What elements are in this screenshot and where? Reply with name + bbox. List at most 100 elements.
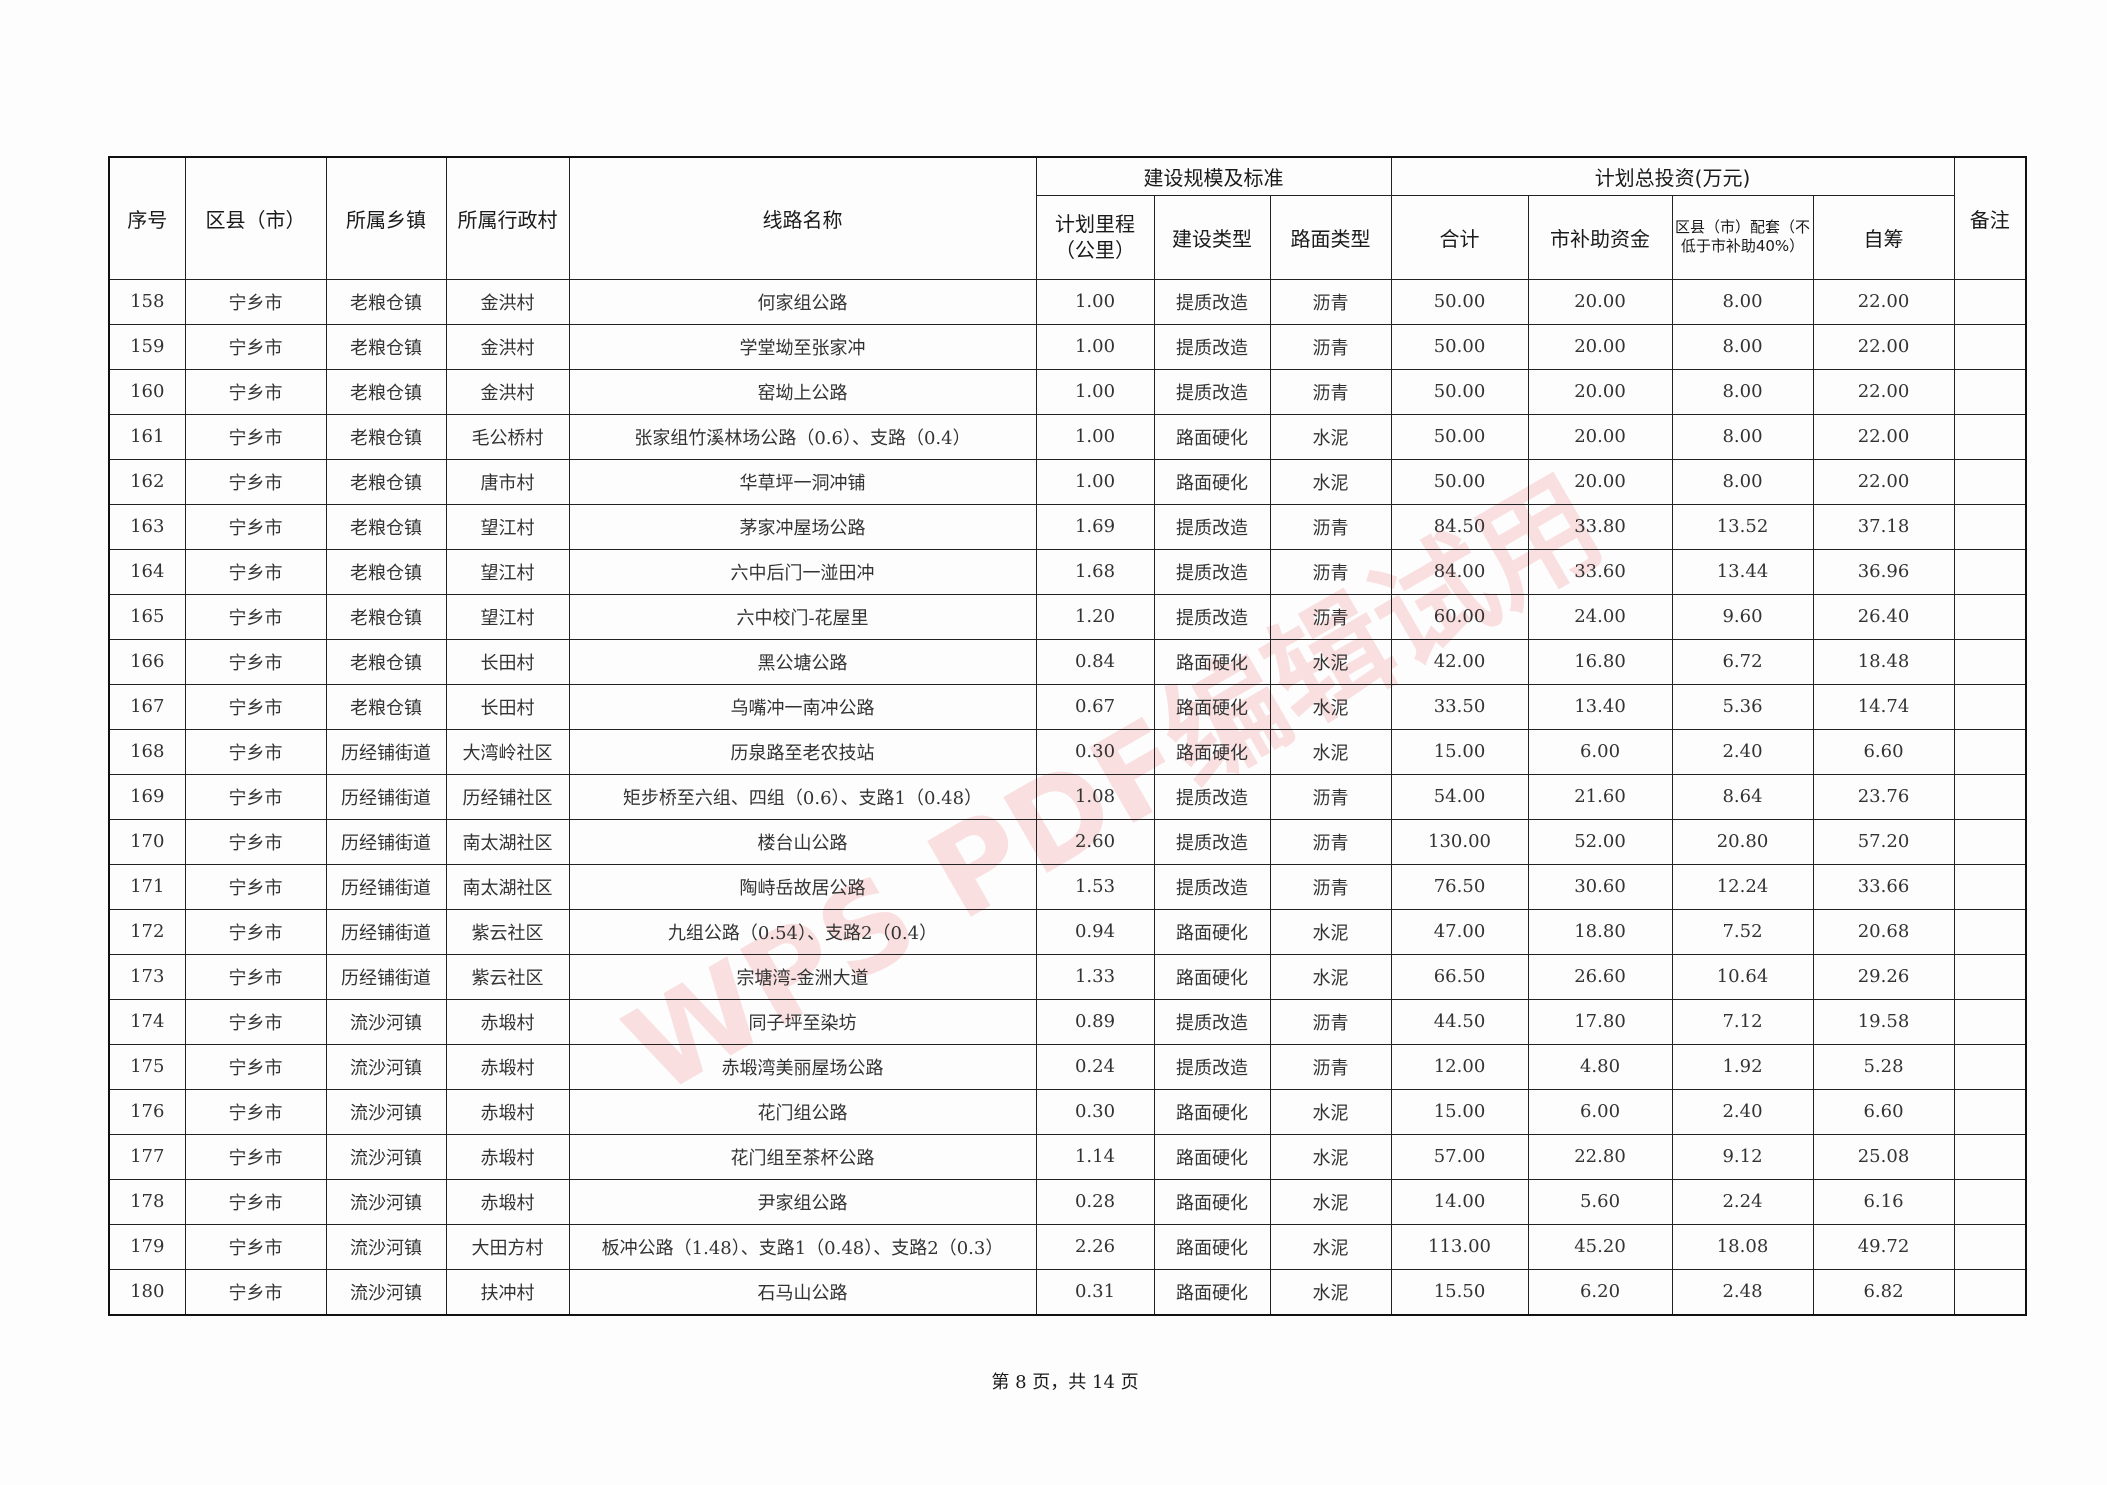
cell-seq: 178: [108, 1178, 186, 1225]
cell-county: 宁乡市: [184, 818, 327, 865]
cell-mileage: 1.69: [1035, 503, 1155, 550]
cell-city-subsidy: 5.60: [1527, 1178, 1673, 1225]
cell-city-subsidy: 6.00: [1527, 728, 1673, 775]
cell-town: 老粮仓镇: [325, 548, 447, 595]
cell-route: 乌嘴冲一南冲公路: [568, 683, 1037, 730]
cell-build-type: 路面硬化: [1153, 683, 1271, 730]
cell-village: 金洪村: [445, 368, 570, 415]
cell-town: 流沙河镇: [325, 1268, 447, 1315]
cell-route: 宗塘湾-金洲大道: [568, 953, 1037, 1000]
cell-mileage: 0.67: [1035, 683, 1155, 730]
header-county: 区县（市）: [184, 156, 327, 280]
cell-county: 宁乡市: [184, 728, 327, 775]
cell-seq: 160: [108, 368, 186, 415]
cell-route: 六中后门一湴田冲: [568, 548, 1037, 595]
cell-surface-type: 水泥: [1269, 413, 1392, 460]
cell-remark: [1953, 1268, 2027, 1315]
cell-build-type: 提质改造: [1153, 818, 1271, 865]
cell-surface-type: 水泥: [1269, 458, 1392, 505]
cell-surface-type: 沥青: [1269, 998, 1392, 1045]
cell-self-raised: 22.00: [1812, 458, 1955, 505]
cell-self-raised: 36.96: [1812, 548, 1955, 595]
cell-total: 44.50: [1390, 998, 1529, 1045]
cell-county-match: 12.24: [1671, 863, 1814, 910]
cell-county-match: 8.64: [1671, 773, 1814, 820]
header-route: 线路名称: [568, 156, 1037, 280]
cell-mileage: 0.94: [1035, 908, 1155, 955]
cell-mileage: 2.26: [1035, 1223, 1155, 1270]
table-row: 167 宁乡市 老粮仓镇 长田村 乌嘴冲一南冲公路 0.67 路面硬化 水泥 33.50 13.4…: [108, 683, 2027, 730]
cell-route: 茅家冲屋场公路: [568, 503, 1037, 550]
cell-city-subsidy: 30.60: [1527, 863, 1673, 910]
cell-surface-type: 沥青: [1269, 548, 1392, 595]
cell-total: 50.00: [1390, 278, 1529, 325]
cell-seq: 177: [108, 1133, 186, 1180]
cell-total: 57.00: [1390, 1133, 1529, 1180]
cell-route: 窑坳上公路: [568, 368, 1037, 415]
cell-total: 76.50: [1390, 863, 1529, 910]
cell-surface-type: 沥青: [1269, 593, 1392, 640]
cell-self-raised: 6.82: [1812, 1268, 1955, 1315]
cell-county-match: 20.80: [1671, 818, 1814, 865]
cell-county: 宁乡市: [184, 953, 327, 1000]
cell-remark: [1953, 503, 2027, 550]
cell-city-subsidy: 45.20: [1527, 1223, 1673, 1270]
cell-build-type: 路面硬化: [1153, 413, 1271, 460]
table-row: 165 宁乡市 老粮仓镇 望江村 六中校门-花屋里 1.20 提质改造 沥青 60.00 24.0…: [108, 593, 2027, 640]
cell-surface-type: 沥青: [1269, 368, 1392, 415]
cell-county-match: 13.44: [1671, 548, 1814, 595]
cell-city-subsidy: 33.60: [1527, 548, 1673, 595]
cell-build-type: 提质改造: [1153, 278, 1271, 325]
cell-mileage: 1.20: [1035, 593, 1155, 640]
cell-town: 老粮仓镇: [325, 593, 447, 640]
cell-remark: [1953, 413, 2027, 460]
cell-seq: 169: [108, 773, 186, 820]
cell-seq: 158: [108, 278, 186, 325]
cell-city-subsidy: 16.80: [1527, 638, 1673, 685]
cell-seq: 179: [108, 1223, 186, 1270]
cell-self-raised: 57.20: [1812, 818, 1955, 865]
cell-route: 同子坪至染坊: [568, 998, 1037, 1045]
cell-total: 50.00: [1390, 458, 1529, 505]
cell-county: 宁乡市: [184, 1088, 327, 1135]
cell-town: 流沙河镇: [325, 1133, 447, 1180]
cell-seq: 180: [108, 1268, 186, 1315]
cell-county-match: 1.92: [1671, 1043, 1814, 1090]
cell-build-type: 提质改造: [1153, 1043, 1271, 1090]
cell-village: 赤塅村: [445, 1043, 570, 1090]
cell-self-raised: 29.26: [1812, 953, 1955, 1000]
cell-route: 赤塅湾美丽屋场公路: [568, 1043, 1037, 1090]
cell-county: 宁乡市: [184, 368, 327, 415]
table-row: 164 宁乡市 老粮仓镇 望江村 六中后门一湴田冲 1.68 提质改造 沥青 84.00 33.6…: [108, 548, 2027, 595]
cell-county-match: 2.40: [1671, 728, 1814, 775]
header-surface-type: 路面类型: [1269, 194, 1392, 280]
cell-build-type: 提质改造: [1153, 998, 1271, 1045]
cell-seq: 168: [108, 728, 186, 775]
cell-self-raised: 26.40: [1812, 593, 1955, 640]
cell-village: 赤塅村: [445, 1088, 570, 1135]
cell-remark: [1953, 1043, 2027, 1090]
cell-seq: 164: [108, 548, 186, 595]
cell-build-type: 路面硬化: [1153, 1223, 1271, 1270]
cell-route: 矩步桥至六组、四组（0.6）、支路1（0.48）: [568, 773, 1037, 820]
table-row: 169 宁乡市 历经铺街道 历经铺社区 矩步桥至六组、四组（0.6）、支路1（0.48）…: [108, 773, 2027, 820]
cell-mileage: 0.30: [1035, 728, 1155, 775]
cell-city-subsidy: 26.60: [1527, 953, 1673, 1000]
cell-self-raised: 22.00: [1812, 413, 1955, 460]
table-row: 171 宁乡市 历经铺街道 南太湖社区 陶峙岳故居公路 1.53 提质改造 沥青 76.50 30…: [108, 863, 2027, 910]
cell-seq: 165: [108, 593, 186, 640]
cell-town: 老粮仓镇: [325, 638, 447, 685]
cell-surface-type: 水泥: [1269, 1178, 1392, 1225]
cell-remark: [1953, 368, 2027, 415]
cell-city-subsidy: 20.00: [1527, 458, 1673, 505]
cell-route: 历泉路至老农技站: [568, 728, 1037, 775]
cell-county-match: 7.12: [1671, 998, 1814, 1045]
table-row: 170 宁乡市 历经铺街道 南太湖社区 楼台山公路 2.60 提质改造 沥青 130.00 52.…: [108, 818, 2027, 865]
cell-remark: [1953, 683, 2027, 730]
cell-total: 47.00: [1390, 908, 1529, 955]
cell-route: 九组公路（0.54）、支路2（0.4）: [568, 908, 1037, 955]
cell-mileage: 0.84: [1035, 638, 1155, 685]
cell-city-subsidy: 33.80: [1527, 503, 1673, 550]
cell-county-match: 2.24: [1671, 1178, 1814, 1225]
cell-surface-type: 水泥: [1269, 1133, 1392, 1180]
